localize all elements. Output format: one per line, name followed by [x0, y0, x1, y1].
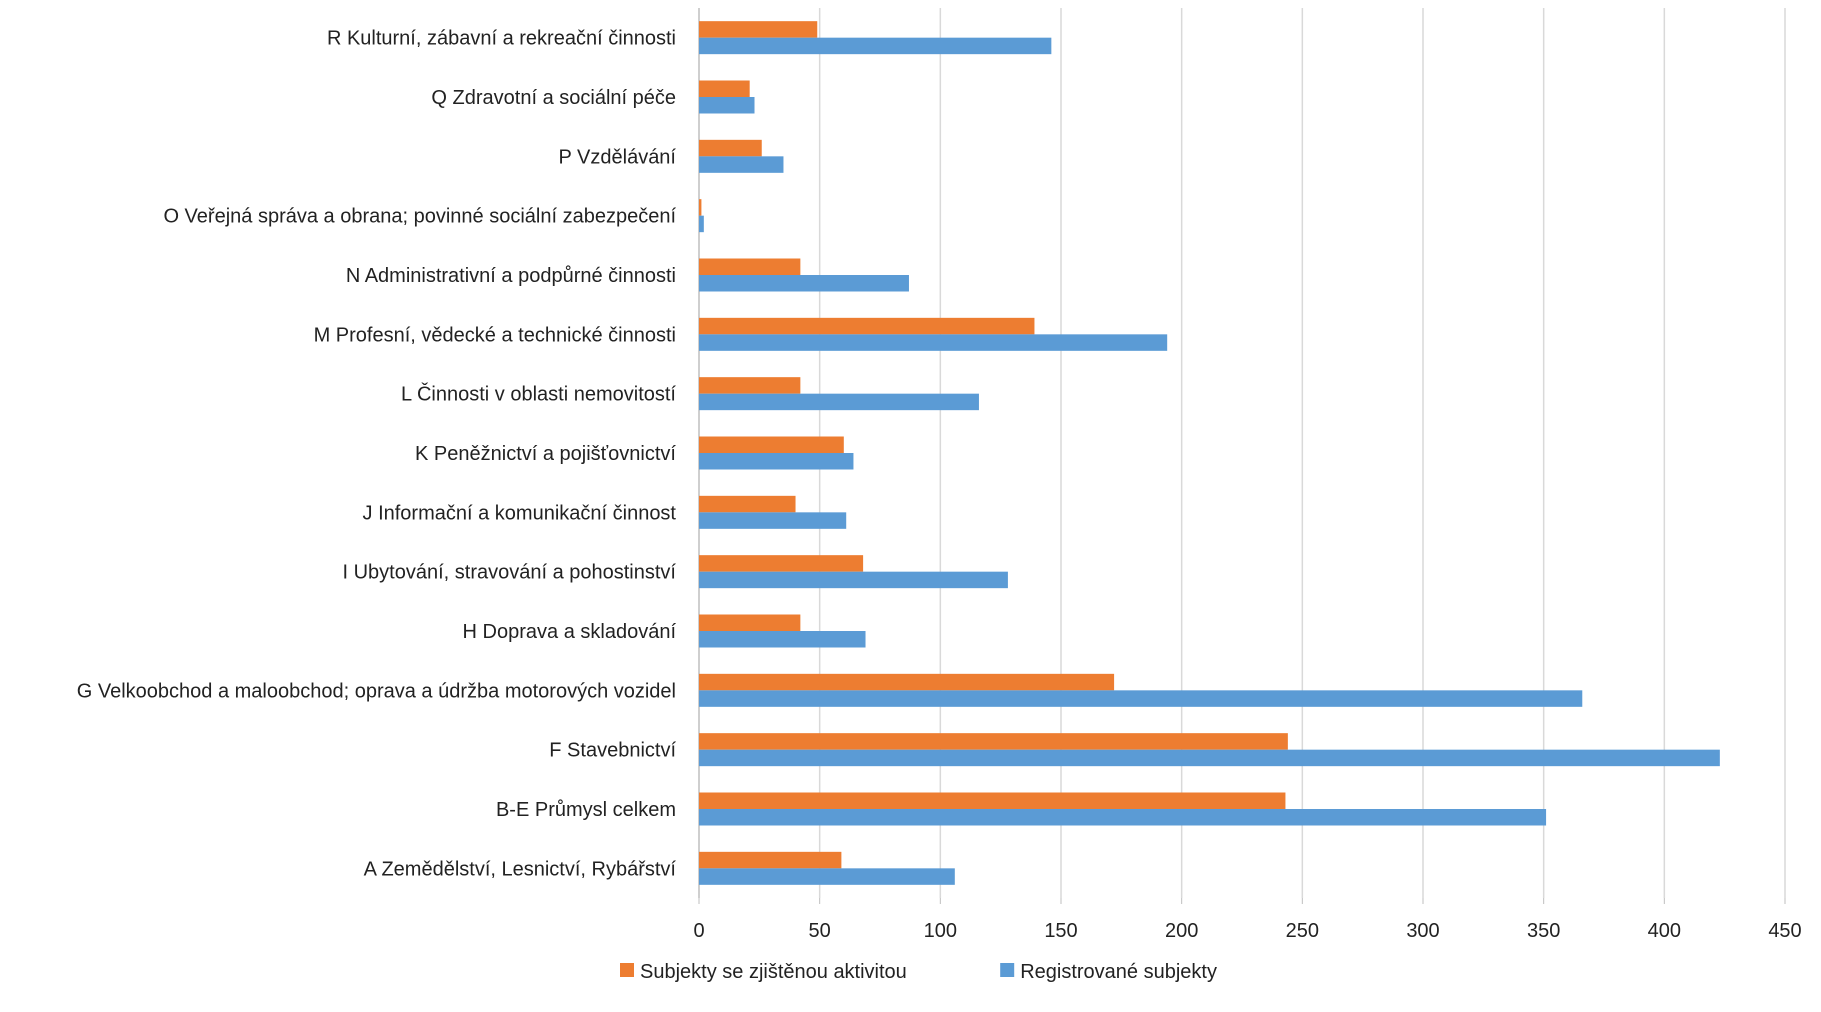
- category-label: K Peněžnictví a pojišťovnictví: [415, 443, 676, 465]
- category-label: L Činnosti v oblasti nemovitostí: [401, 383, 676, 406]
- category-label: A Zemědělství, Lesnictví, Rybářství: [364, 858, 677, 880]
- category-label: O Veřejná správa a obrana; povinné sociá…: [163, 206, 676, 228]
- category-label: H Doprava a skladování: [463, 621, 677, 643]
- bar-active: [699, 673, 1115, 691]
- x-tick-label: 100: [924, 920, 957, 942]
- x-tick-label: 0: [693, 920, 704, 942]
- bar-registered: [699, 631, 866, 648]
- bar-registered: [699, 512, 847, 529]
- bar-active: [699, 317, 1035, 335]
- x-tick-label: 200: [1165, 920, 1198, 942]
- bar-registered: [699, 453, 854, 470]
- category-label: I Ubytování, stravování a pohostinství: [342, 562, 676, 584]
- legend-label: Registrované subjekty: [1020, 961, 1217, 983]
- bar-active: [699, 733, 1288, 750]
- x-tick-label: 50: [809, 920, 831, 942]
- bar-active: [699, 139, 762, 157]
- bar-registered: [699, 334, 1168, 351]
- category-label: F Stavebnictví: [549, 740, 676, 762]
- bar-active: [699, 436, 844, 453]
- x-tick-label: 450: [1768, 920, 1801, 942]
- x-tick-label: 150: [1044, 920, 1077, 942]
- bar-active: [699, 80, 750, 97]
- category-label: M Profesní, vědecké a technické činnosti: [314, 324, 676, 346]
- bar-active: [699, 495, 796, 513]
- bar-registered: [699, 97, 755, 114]
- bar-registered: [699, 571, 1008, 589]
- bar-active: [699, 21, 818, 38]
- x-tick-label: 400: [1648, 920, 1681, 942]
- category-label: R Kulturní, zábavní a rekreační činnosti: [327, 28, 676, 50]
- x-tick-label: 250: [1286, 920, 1319, 942]
- bar-registered: [699, 690, 1583, 707]
- bar-registered: [699, 868, 955, 885]
- bar-active: [699, 792, 1286, 809]
- bar-active: [699, 614, 801, 631]
- bar-active: [699, 199, 702, 216]
- legend-label: Subjekty se zjištěnou aktivitou: [640, 961, 907, 983]
- bar-registered: [699, 156, 784, 173]
- bar-active: [699, 377, 801, 394]
- bar-registered: [699, 275, 909, 292]
- category-label: B-E Průmysl celkem: [496, 799, 676, 821]
- bar-registered: [699, 37, 1052, 55]
- bar-registered: [699, 215, 704, 233]
- bar-active: [699, 555, 864, 572]
- bar-active: [699, 258, 801, 275]
- category-label: N Administrativní a podpůrné činnosti: [346, 265, 676, 287]
- bar-registered: [699, 393, 979, 411]
- x-tick-label: 300: [1406, 920, 1439, 942]
- category-label: G Velkoobchod a maloobchod; oprava a údr…: [77, 680, 676, 702]
- category-label: J Informační a komunikační činnost: [363, 502, 677, 524]
- bar-registered: [699, 809, 1547, 826]
- category-label: P Vzdělávání: [559, 146, 677, 168]
- bar-active: [699, 851, 842, 869]
- bar-registered: [699, 749, 1720, 767]
- legend-swatch: [620, 963, 634, 977]
- legend-swatch: [1000, 963, 1015, 977]
- x-tick-label: 350: [1527, 920, 1560, 942]
- category-label: Q Zdravotní a sociální péče: [431, 87, 676, 109]
